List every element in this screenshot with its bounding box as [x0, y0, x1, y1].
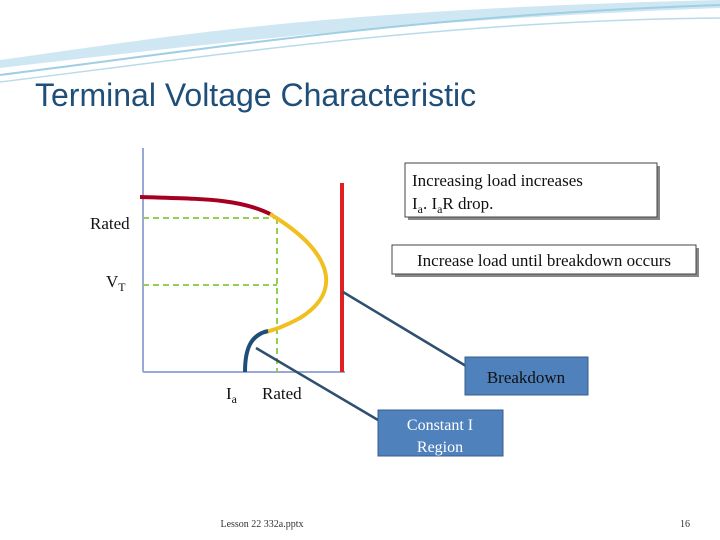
axis-label: VT	[106, 272, 126, 294]
title: Terminal Voltage Characteristic	[35, 77, 476, 113]
callout-text: Increase load until breakdown occurs	[417, 251, 671, 270]
decor-wave	[0, 4, 720, 76]
axis-label: Ia	[226, 384, 238, 406]
curve-blue	[243, 329, 269, 373]
subscript: a	[232, 392, 238, 406]
callout-box	[404, 162, 658, 218]
callout-box	[464, 356, 589, 396]
pointer	[342, 290, 467, 368]
text-piece: . I	[423, 194, 438, 213]
decor-wave	[0, 17, 720, 83]
text-piece: I	[412, 194, 418, 213]
footer: Lesson 22 332a.pptx	[220, 519, 303, 530]
axis-label: Rated	[262, 384, 302, 403]
text-piece: I	[226, 384, 232, 403]
page-number: 16	[680, 519, 690, 530]
callout-text: Increasing load increases	[412, 171, 583, 190]
text-piece: R drop.	[442, 194, 493, 213]
callout-text: Region	[417, 439, 463, 456]
callout-box	[377, 409, 504, 457]
subscript: a	[418, 202, 424, 216]
axis-label: Rated	[90, 214, 130, 233]
pointer	[255, 346, 379, 422]
subscript: T	[118, 280, 126, 294]
callout-box	[391, 244, 697, 275]
text-piece: V	[106, 272, 119, 291]
callout-text: Ia. IaR drop.	[412, 194, 493, 216]
callout-text: Constant I	[407, 417, 473, 434]
callout-text: Breakdown	[487, 368, 566, 387]
decor-wave	[0, 0, 720, 68]
curve-yellow	[264, 212, 329, 334]
subscript: a	[437, 202, 443, 216]
curve-red	[139, 195, 273, 217]
